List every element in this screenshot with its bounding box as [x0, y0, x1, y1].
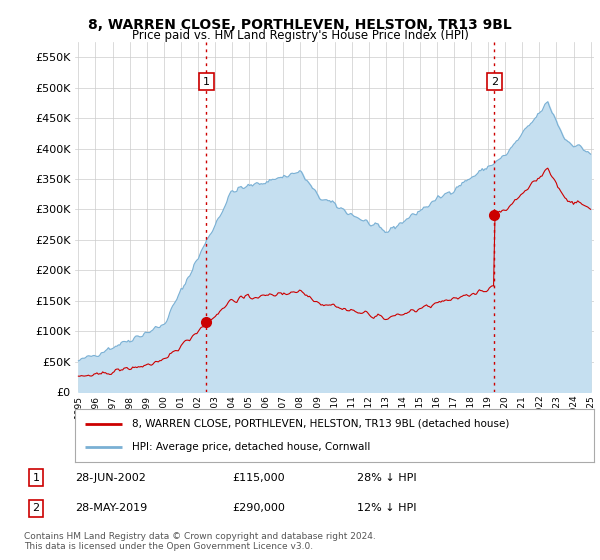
Text: 1: 1 — [32, 473, 40, 483]
Text: 28-JUN-2002: 28-JUN-2002 — [75, 473, 146, 483]
Text: Price paid vs. HM Land Registry's House Price Index (HPI): Price paid vs. HM Land Registry's House … — [131, 29, 469, 42]
Text: 8, WARREN CLOSE, PORTHLEVEN, HELSTON, TR13 9BL (detached house): 8, WARREN CLOSE, PORTHLEVEN, HELSTON, TR… — [132, 419, 509, 429]
Text: 1: 1 — [203, 77, 210, 87]
Text: 12% ↓ HPI: 12% ↓ HPI — [357, 503, 416, 514]
Text: 2: 2 — [491, 77, 498, 87]
Text: 28% ↓ HPI: 28% ↓ HPI — [357, 473, 416, 483]
Text: £290,000: £290,000 — [233, 503, 286, 514]
Text: 28-MAY-2019: 28-MAY-2019 — [75, 503, 147, 514]
Text: £115,000: £115,000 — [233, 473, 286, 483]
Text: Contains HM Land Registry data © Crown copyright and database right 2024.
This d: Contains HM Land Registry data © Crown c… — [24, 532, 376, 552]
Text: 2: 2 — [32, 503, 40, 514]
Text: 8, WARREN CLOSE, PORTHLEVEN, HELSTON, TR13 9BL: 8, WARREN CLOSE, PORTHLEVEN, HELSTON, TR… — [88, 18, 512, 32]
Text: HPI: Average price, detached house, Cornwall: HPI: Average price, detached house, Corn… — [132, 442, 370, 452]
